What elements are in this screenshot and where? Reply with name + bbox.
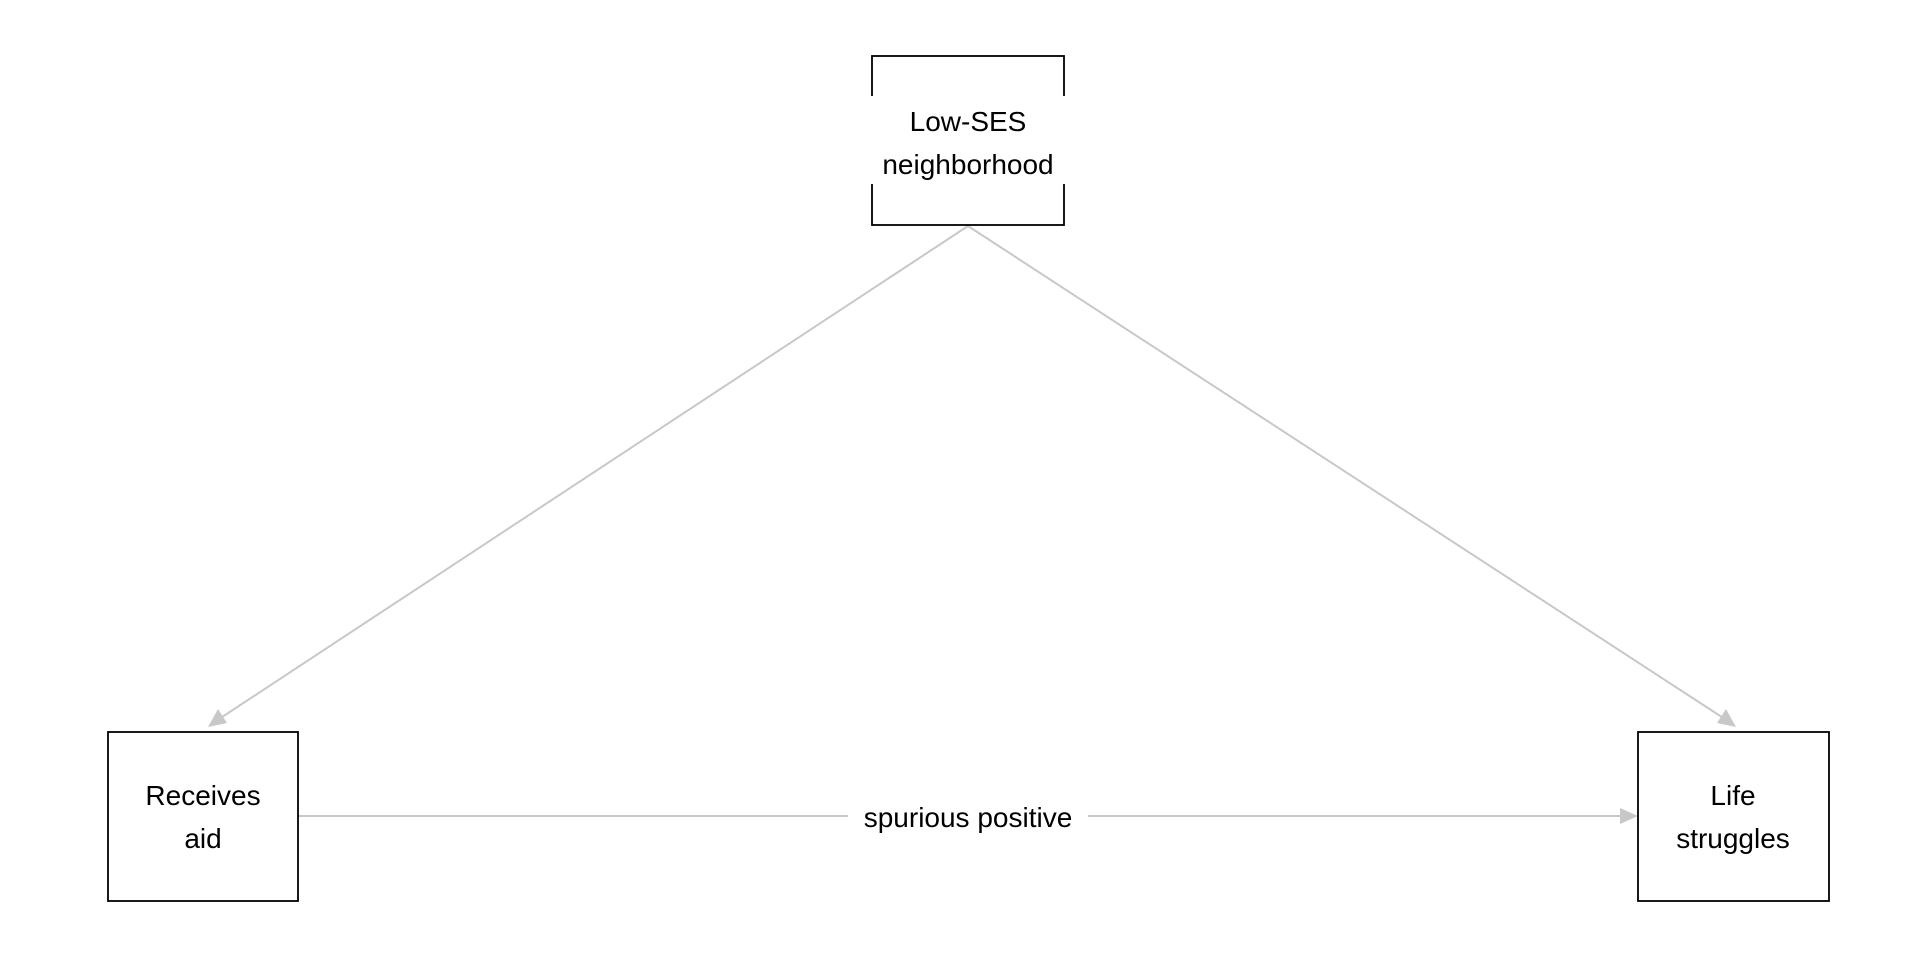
edge-confounder-to-outcome [967, 225, 1736, 727]
arrowhead-icon [208, 709, 227, 727]
arrowhead-icon [1717, 709, 1736, 727]
node-treatment: Receives aid [107, 731, 299, 902]
node-outcome: Life struggles [1637, 731, 1830, 902]
edge-treatment-to-outcome: spurious positive [298, 796, 1638, 836]
node-label-line1: Life [1710, 780, 1755, 811]
node-label-gap [860, 96, 1076, 184]
node-label-line1: Receives [145, 780, 260, 811]
node-label-line2: aid [184, 823, 221, 854]
node-label-line1: Low-SES [910, 106, 1027, 137]
node-box [107, 731, 299, 902]
node-label-line2: struggles [1676, 823, 1790, 854]
node-label-line2: neighborhood [882, 149, 1053, 180]
edge-confounder-to-treatment [208, 225, 969, 727]
node-box [1637, 731, 1830, 902]
edge-label-spurious: spurious positive [864, 802, 1073, 833]
node-confounder: Low-SES neighborhood [860, 55, 1076, 226]
edge-label-background [848, 796, 1088, 836]
arrowhead-icon [1620, 808, 1638, 824]
